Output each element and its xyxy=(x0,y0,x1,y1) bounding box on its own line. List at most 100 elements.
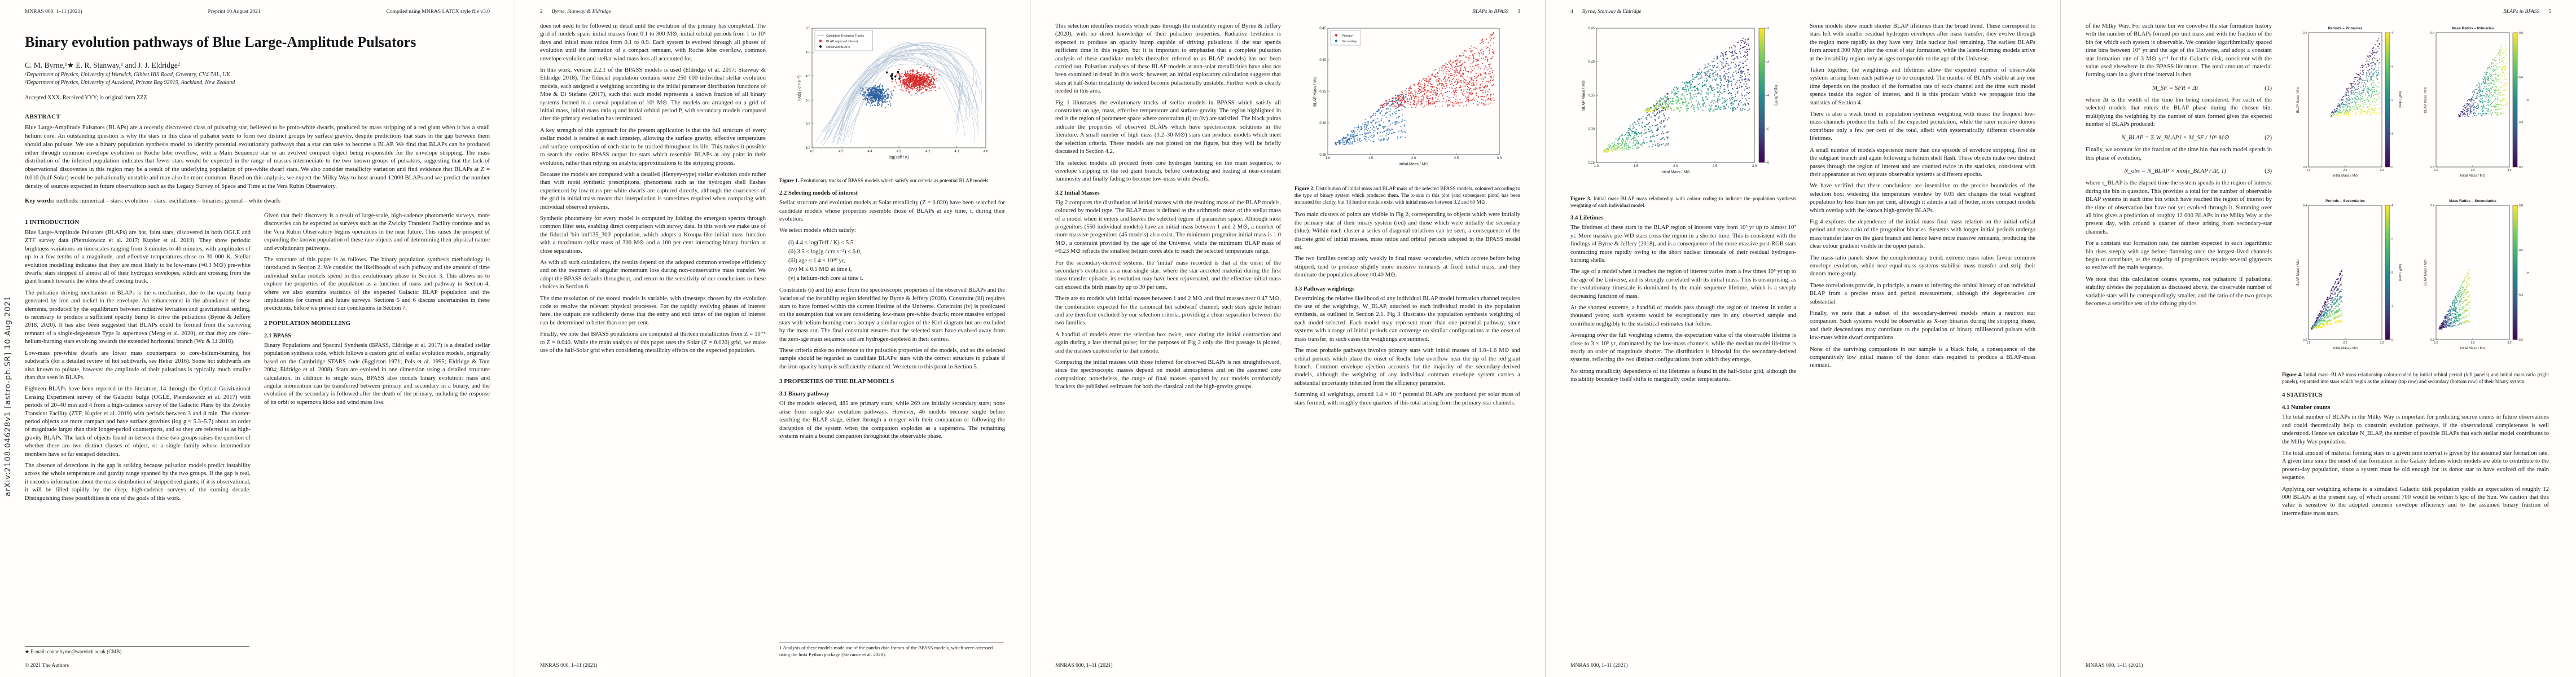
svg-text:4.1: 4.1 xyxy=(954,150,959,153)
svg-text:Observed BLAPs: Observed BLAPs xyxy=(826,46,850,49)
paragraph: Of the models selected, 485 are primary … xyxy=(779,401,1005,439)
svg-text:0.30: 0.30 xyxy=(1319,122,1326,125)
paragraph: where Δt is the width of the time bin be… xyxy=(2086,96,2272,128)
paragraph: The lifetimes of these stars in the BLAP… xyxy=(1570,225,1796,263)
equation-2-number: (2) xyxy=(2265,134,2272,141)
paragraph: Constraints (i) and (ii) arise from the … xyxy=(779,287,1005,342)
figure-1-caption-text: Evolutionary tracks of BPASS models whic… xyxy=(800,178,990,183)
paragraph: Finally, we note that BPASS populations … xyxy=(540,331,766,354)
keywords-label: Key words: xyxy=(25,197,55,205)
keywords-line: Key words: methods: numerical – stars: e… xyxy=(25,197,490,204)
svg-text:Initial Mass / M⊙: Initial Mass / M⊙ xyxy=(2332,174,2358,178)
paragraph: Low-mass pre-white dwarfs are lower mass… xyxy=(25,350,251,381)
heading-population-modelling: 2 POPULATION MODELLING xyxy=(264,319,351,327)
paragraph: Finally, we note that a subset of the se… xyxy=(1810,310,2035,341)
equation-1-body: M_SF = SFR × Δt xyxy=(2152,84,2198,91)
paragraph: These criteria make no reference to the … xyxy=(779,348,1005,370)
svg-text:Primary: Primary xyxy=(1342,34,1353,38)
svg-text:1.0: 1.0 xyxy=(1326,157,1331,160)
paragraph: Binary Populations and Spectral Synthesi… xyxy=(264,342,490,406)
svg-text:2.5: 2.5 xyxy=(1713,165,1718,168)
svg-text:0.35: 0.35 xyxy=(1588,94,1595,98)
paragraph: Given that their discovery is a result o… xyxy=(264,213,490,252)
running-head: 2 Byrne, Stanway & Eldridge xyxy=(540,9,1005,15)
svg-text:3.0: 3.0 xyxy=(1497,157,1502,160)
paragraph: The selected models all proceed from cor… xyxy=(1055,160,1281,183)
page5-right-column: Periods – Primaries 1.0 2.0 3.0 0.3 0.4 Initia… xyxy=(2282,23,2549,648)
equation-1-number: (1) xyxy=(2265,84,2272,91)
paragraph: There are no models with initial masses … xyxy=(1055,296,1281,327)
svg-text:2.5: 2.5 xyxy=(1454,157,1459,160)
paragraph: The total number of BLAPs in the Milky W… xyxy=(2282,414,2549,445)
svg-text:4.5: 4.5 xyxy=(839,150,844,153)
paper-title: Binary evolution pathways of Blue Large-… xyxy=(25,34,416,50)
svg-text:0.25: 0.25 xyxy=(1319,153,1326,157)
running-head: 4 Byrne, Stanway & Eldridge xyxy=(1570,9,2035,15)
figure-4-plot: Periods – Primaries 1.0 2.0 3.0 0.3 0.4 Initia… xyxy=(2282,24,2549,369)
page-number: 5 xyxy=(2548,9,2551,15)
paragraph: For a constant star formation rate, the … xyxy=(2086,240,2272,271)
page-footer: MNRAS 000, 1–11 (2021) xyxy=(1055,663,1113,669)
paragraph: does not need to be followed in detail u… xyxy=(540,23,766,62)
svg-text:0.3: 0.3 xyxy=(2303,166,2307,169)
copyright-line: © 2021 The Authors xyxy=(25,663,69,669)
svg-text:2: 2 xyxy=(2391,99,2393,102)
authors-line: C. M. Byrne,¹★ E. R. Stanway,¹ and J. J.… xyxy=(25,60,180,69)
page-1: MNRAS 000, 1–11 (2021) Preprint 10 Augus… xyxy=(0,0,515,677)
paragraph: There is also a weak trend in population… xyxy=(1810,111,2035,142)
svg-text:1.0: 1.0 xyxy=(2306,169,2310,172)
page-footer: MNRAS 000, 1–11 (2021) xyxy=(2086,663,2143,669)
accepted-line: Accepted XXX. Received YYY; in original … xyxy=(25,94,147,101)
svg-text:BLAP Mass / M⊙: BLAP Mass / M⊙ xyxy=(2297,87,2300,113)
page-5: BLAPs in BPASS 5 of the Milky Way. For e… xyxy=(2061,0,2576,677)
paragraph: Eighteen BLAPs have been reported in the… xyxy=(25,386,251,458)
svg-text:0.4: 0.4 xyxy=(2303,32,2307,35)
svg-text:BLAP Mass / M⊙: BLAP Mass / M⊙ xyxy=(1314,76,1318,107)
svg-text:0.30: 0.30 xyxy=(1588,128,1595,131)
figure-2-plot: 1.0 1.5 2.0 2.5 3.0 0.25 0.30 0.35 0.40 0.45 Initi… xyxy=(1294,24,1520,183)
affiliation-1: ¹Department of Physics, University of Wa… xyxy=(25,71,230,78)
paragraph: Comparing the initial masses with those … xyxy=(1055,359,1281,390)
page1-left-column: 1 INTRODUCTION Blue Large-Amplitude Puls… xyxy=(25,212,251,586)
paragraph: A handful of models enter the selection … xyxy=(1055,331,1281,354)
abstract-label: ABSTRACT xyxy=(25,113,61,120)
figure-4-label: Figure 4. xyxy=(2282,372,2302,377)
page2-left-column: does not need to be followed in detail u… xyxy=(540,23,766,648)
equation-2-body: N_BLAP = Σ W_BLAP,i × M_SF / 10⁶ M⊙ xyxy=(2121,134,2229,142)
paragraph: We note that this calculation counts sys… xyxy=(2086,276,2272,307)
figure-1-plot: 4.6 4.5 4.4 4.3 4.2 4.1 4.0 6.0 5.5 5.0 4.5 4.0 3.5 l… xyxy=(779,24,1005,175)
style-file-note: Compiled using MNRAS LATEX style file v3… xyxy=(386,9,490,15)
page-4: 4 Byrne, Stanway & Eldridge 1.0 1.5 2.0 2.5… xyxy=(1546,0,2061,677)
running-title: BLAPs in BPASS xyxy=(2503,9,2540,15)
figure-3-caption-text: Initial mass–BLAP mass relationship with… xyxy=(1570,196,1796,209)
svg-text:4.6: 4.6 xyxy=(810,150,815,153)
page1-right-column: Given that their discovery is a result o… xyxy=(264,212,490,586)
paragraph: As with all such calculations, the resul… xyxy=(540,259,766,291)
paragraph: Two main clusters of points are visible … xyxy=(1294,212,1520,251)
running-head: BLAPs in BPASS 3 xyxy=(1055,9,1520,15)
paragraph: of the Milky Way. For each time bin we c… xyxy=(2086,23,2272,78)
svg-text:0.40: 0.40 xyxy=(1588,61,1595,64)
affiliation-2: ²Department of Physics, University of Au… xyxy=(25,79,235,86)
heading-initial-masses: 3.2 Initial Masses xyxy=(1055,190,1100,196)
page4-right-column: Some models show much shorter BLAP lifet… xyxy=(1810,23,2035,648)
svg-text:3: 3 xyxy=(2391,65,2393,68)
figure-3-plot: 1.0 1.5 2.0 2.5 3.0 0.25 0.30 0.35 0.40 0.45 Initi… xyxy=(1570,24,1796,193)
criterion-1: (i) 4.4 ≤ log(Teff / K) ≤ 5.5, xyxy=(788,239,855,246)
svg-text:2.0: 2.0 xyxy=(2343,169,2347,172)
svg-text:Initial Mass / M⊙: Initial Mass / M⊙ xyxy=(1661,170,1691,174)
page-number: 2 xyxy=(540,9,543,15)
heading-binary-pathway: 3.1 Binary pathway xyxy=(779,391,830,398)
keywords-text: methods: numerical – stars: evolution – … xyxy=(56,197,281,205)
figure-1-caption: Figure 1. Evolutionary tracks of BPASS m… xyxy=(779,177,1005,184)
criterion-4: (iv) M ≤ 0.5 M⊙ at time t, xyxy=(788,266,852,273)
figure-4-caption-text: Initial mass–BLAP mass relationship colo… xyxy=(2282,372,2549,385)
figure-2-label: Figure 2. xyxy=(1294,186,1315,191)
abstract-text: Blue Large-Amplitude Pulsators (BLAPs) a… xyxy=(25,124,490,190)
svg-text:BLAP region of interest: BLAP region of interest xyxy=(826,40,858,43)
figure-1-label: Figure 1. xyxy=(779,178,800,183)
svg-text:0.35: 0.35 xyxy=(1319,90,1326,94)
journal-reference: MNRAS 000, 1–11 (2021) xyxy=(25,9,82,15)
preprint-date: Preprint 10 August 2021 xyxy=(208,9,261,15)
